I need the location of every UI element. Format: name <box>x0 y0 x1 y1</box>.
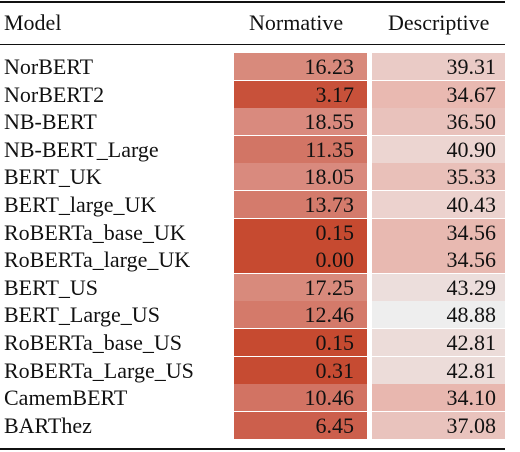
table-row: NorBERT2 3.17 34.67 <box>0 80 520 109</box>
normative-value: 13.73 <box>234 190 367 218</box>
model-name: RoBERTa_base_UK <box>4 219 186 245</box>
header-model: Model <box>4 10 62 35</box>
normative-value: 10.46 <box>234 384 367 412</box>
descriptive-value: 36.50 <box>372 108 505 136</box>
normative-value: 3.17 <box>234 80 367 108</box>
table-row: RoBERTa_Large_US 0.31 42.81 <box>0 356 520 385</box>
normative-value: 0.15 <box>234 328 367 356</box>
descriptive-value: 34.56 <box>372 246 505 274</box>
normative-value: 18.05 <box>234 163 367 191</box>
descriptive-value: 34.56 <box>372 218 505 246</box>
table-row: NorBERT 16.23 39.31 <box>0 53 520 81</box>
normative-value: 0.31 <box>234 356 367 384</box>
descriptive-value: 42.81 <box>372 356 505 384</box>
descriptive-value: 48.88 <box>372 301 505 329</box>
model-name: BERT_Large_US <box>4 302 160 328</box>
table-row: BARThez 6.45 37.08 <box>0 411 520 440</box>
model-name: RoBERTa_base_US <box>4 329 183 355</box>
table-row: RoBERTa_large_UK 0.00 34.56 <box>0 246 520 274</box>
model-name: RoBERTa_large_UK <box>4 247 191 273</box>
model-name: BARThez <box>4 412 92 438</box>
table-row: BERT_US 17.25 43.29 <box>0 273 520 302</box>
model-name: BERT_UK <box>4 164 102 190</box>
model-name: BERT_US <box>4 274 99 300</box>
descriptive-value: 34.67 <box>372 80 505 108</box>
bottom-rule <box>0 448 505 450</box>
table-row: NB-BERT 18.55 36.50 <box>0 108 520 136</box>
top-rule <box>0 1 505 3</box>
table-body: NorBERT 16.23 39.31 NorBERT2 3.17 34.67 NB-BER… <box>0 53 520 439</box>
normative-value: 18.55 <box>234 108 367 136</box>
table-row: CamemBERT 10.46 34.10 <box>0 384 520 412</box>
normative-value: 12.46 <box>234 301 367 329</box>
model-name: NB-BERT <box>4 109 97 135</box>
table-row: RoBERTa_base_US 0.15 42.81 <box>0 328 520 357</box>
model-name: CamemBERT <box>4 385 128 411</box>
header-descriptive: Descriptive <box>388 10 490 35</box>
table-row: NB-BERT_Large 11.35 40.90 <box>0 135 520 164</box>
descriptive-value: 42.81 <box>372 328 505 356</box>
normative-value: 17.25 <box>234 273 367 301</box>
table-row: RoBERTa_base_UK 0.15 34.56 <box>0 218 520 247</box>
table-row: BERT_large_UK 13.73 40.43 <box>0 190 520 219</box>
descriptive-value: 40.90 <box>372 135 505 163</box>
descriptive-value: 37.08 <box>372 411 505 439</box>
model-name: NorBERT2 <box>4 81 105 107</box>
descriptive-value: 35.33 <box>372 163 505 191</box>
model-name: NB-BERT_Large <box>4 136 159 162</box>
normative-value: 16.23 <box>234 53 367 80</box>
normative-value: 0.15 <box>234 218 367 246</box>
descriptive-value: 34.10 <box>372 384 505 412</box>
descriptive-value: 43.29 <box>372 273 505 301</box>
descriptive-value: 39.31 <box>372 53 505 80</box>
header-normative: Normative <box>249 10 344 35</box>
normative-value: 0.00 <box>234 246 367 274</box>
normative-value: 11.35 <box>234 135 367 163</box>
model-name: BERT_large_UK <box>4 191 157 217</box>
normative-value: 6.45 <box>234 411 367 439</box>
header-rule <box>0 44 505 45</box>
model-name: NorBERT <box>4 54 94 79</box>
descriptive-value: 40.43 <box>372 190 505 218</box>
table-row: BERT_Large_US 12.46 48.88 <box>0 301 520 329</box>
table-row: BERT_UK 18.05 35.33 <box>0 163 520 191</box>
model-name: RoBERTa_Large_US <box>4 357 194 383</box>
